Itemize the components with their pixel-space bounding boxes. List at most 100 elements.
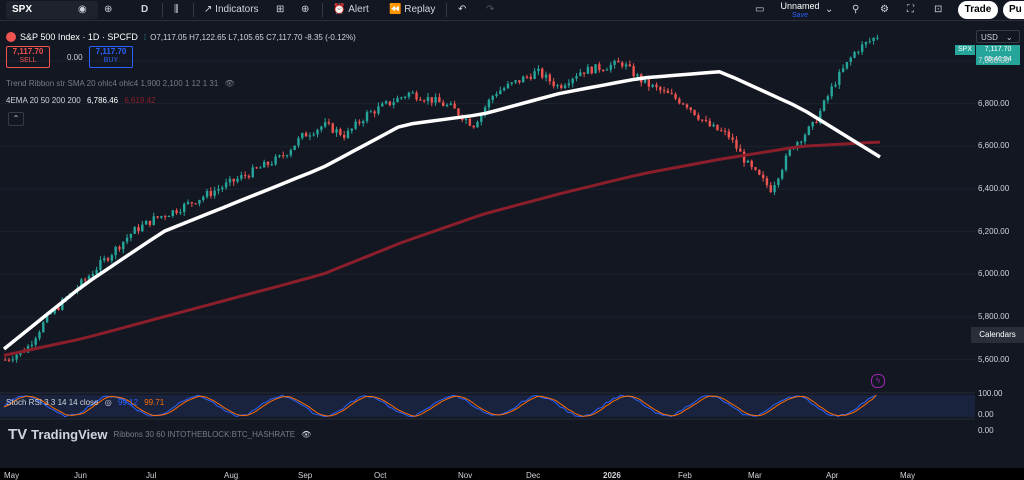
candle — [609, 64, 612, 70]
candle — [354, 121, 357, 129]
candle — [243, 175, 247, 177]
candle — [693, 109, 696, 116]
candle — [274, 156, 277, 165]
indicators-button[interactable]: ↗ Indicators — [204, 0, 259, 20]
tradingview-watermark: TradingView — [31, 427, 108, 442]
lightning-icon[interactable]: ϟ — [871, 374, 885, 388]
lower-axis-label: 0.00 — [978, 426, 994, 435]
replay-label: Replay — [404, 4, 436, 15]
candle — [369, 111, 373, 113]
add-symbol-icon[interactable]: ⊕ — [104, 4, 113, 15]
candle — [301, 132, 304, 139]
candle — [674, 94, 677, 99]
layout-name[interactable]: Unnamed Save — [778, 1, 822, 21]
stoch-k-value: 99.12 — [117, 398, 138, 407]
spread-value: 0.00 — [67, 53, 83, 62]
candle — [270, 164, 274, 166]
layout-dropdown-icon[interactable]: ⌄ — [825, 4, 834, 15]
candle — [175, 210, 178, 214]
candle — [422, 100, 426, 102]
candle — [224, 182, 228, 188]
candle — [483, 107, 487, 114]
candle — [190, 202, 194, 204]
symbol-search[interactable]: SPX — [6, 1, 98, 19]
trade-button[interactable]: Trade — [958, 1, 998, 19]
quick-search-icon[interactable]: ⚲ — [852, 4, 860, 15]
redo-icon[interactable]: ↷ — [486, 4, 495, 15]
fullscreen-icon[interactable]: ⛶ — [907, 4, 914, 15]
candle — [472, 125, 475, 128]
buy-button[interactable]: 7,117.70 BUY — [89, 46, 133, 68]
visibility-eye-icon[interactable]: 👁 — [224, 79, 235, 88]
candle — [521, 76, 525, 83]
indicator-ema[interactable]: 4EMA 20 50 200 200 6,786.46 6,619.42 — [6, 96, 155, 105]
candle — [704, 119, 708, 121]
candle — [514, 80, 517, 83]
candle — [449, 103, 453, 105]
compare-icon[interactable]: ◉ — [78, 4, 87, 15]
candle — [198, 199, 201, 204]
candle — [362, 121, 365, 124]
candle — [392, 102, 395, 105]
candle — [133, 227, 136, 234]
collapse-legend-icon[interactable]: ⌃ — [8, 112, 24, 126]
settings-gear-icon[interactable]: ⚙ — [880, 4, 889, 15]
camera-icon[interactable]: ⊡ — [934, 4, 943, 15]
ema-value-2: 6,619.42 — [124, 96, 156, 105]
symbol-price-tag: SPX — [955, 45, 975, 55]
candle — [202, 196, 205, 200]
chart-area[interactable]: S&P 500 Index · 1D · SPCFD ⁞ O7,117.05 H… — [0, 21, 1024, 480]
interval-button[interactable]: D — [141, 4, 149, 15]
templates-icon[interactable]: ⊞ — [276, 4, 285, 15]
candle — [758, 169, 761, 175]
candle — [826, 96, 830, 101]
candle — [403, 96, 407, 98]
undo-icon[interactable]: ↶ — [458, 4, 467, 15]
replay-button[interactable]: ⏪ Replay — [389, 0, 435, 20]
candle — [316, 129, 319, 135]
candle — [342, 134, 346, 138]
buy-price: 7,117.70 — [95, 47, 127, 56]
lower-pane-legend[interactable]: TV TradingView Ribbons 30 60 INTOTHEBLOC… — [8, 426, 311, 443]
candle — [453, 103, 456, 109]
add-icon[interactable]: ⊕ — [301, 4, 310, 15]
candle — [499, 90, 502, 95]
sell-button[interactable]: 7,117.70 SELL — [6, 46, 50, 68]
candle — [624, 64, 628, 67]
lower-eye-icon[interactable]: 👁 — [301, 430, 312, 439]
candle — [784, 155, 788, 170]
chart-title: S&P 500 Index · 1D · SPCFD — [20, 32, 138, 42]
candle — [571, 78, 574, 84]
candles-icon[interactable]: ⫼ — [174, 4, 179, 15]
candle — [141, 224, 144, 232]
candle — [87, 276, 91, 280]
time-axis-label: Dec — [526, 471, 541, 480]
currency-selector[interactable]: USD ⌄ — [976, 30, 1020, 43]
candle — [556, 85, 559, 87]
candle — [7, 359, 11, 361]
indicator-trend-ribbon[interactable]: Trend Ribbon str SMA 20 ohlc4 ohlc4 1,90… — [6, 79, 235, 88]
candle — [807, 126, 811, 135]
candle — [137, 227, 140, 232]
time-axis-label: Sep — [298, 471, 313, 480]
ema-label: 4EMA 20 50 200 200 — [6, 96, 81, 105]
candle — [735, 139, 738, 149]
publish-button[interactable]: Pu — [1003, 1, 1024, 19]
candle — [773, 185, 776, 193]
calendars-tab[interactable]: Calendars — [971, 327, 1024, 343]
candle — [689, 107, 692, 110]
candle — [251, 167, 254, 178]
candle — [407, 92, 411, 97]
layout-icon[interactable]: ▭ — [755, 4, 765, 15]
candle — [621, 62, 624, 67]
price-axis-label: 6,400.00 — [978, 184, 1010, 193]
candle — [213, 190, 216, 196]
candle — [617, 60, 620, 63]
stoch-eye-icon[interactable]: ◎ — [104, 398, 112, 407]
indicators-label: Indicators — [215, 4, 259, 15]
candle — [765, 178, 769, 186]
chart-legend: S&P 500 Index · 1D · SPCFD ⁞ O7,117.05 H… — [6, 32, 356, 42]
stoch-legend[interactable]: Stoch RSI 3 3 14 14 close ◎ 99.12 99.71 — [6, 398, 164, 407]
candle — [232, 178, 235, 182]
alert-button[interactable]: ⏰ Alert — [333, 0, 369, 20]
